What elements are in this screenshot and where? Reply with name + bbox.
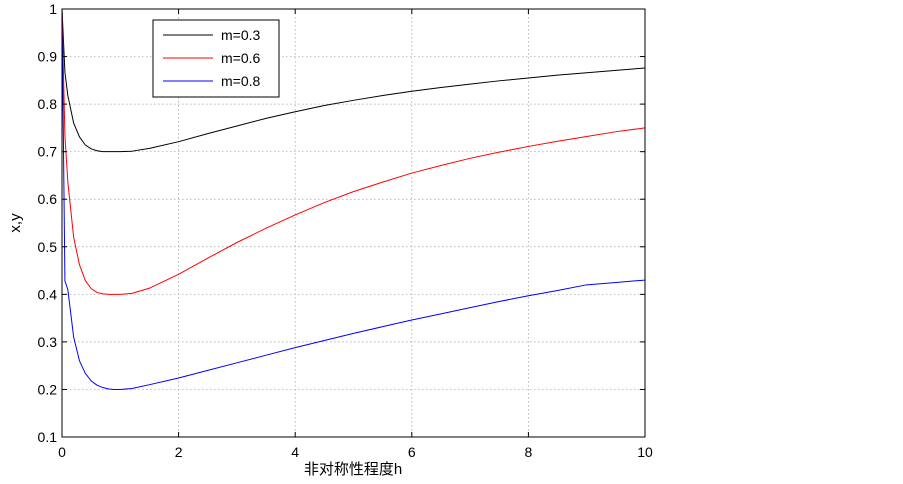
x-axis-label: 非对称性程度h — [304, 461, 402, 478]
y-tick-label: 0.8 — [38, 96, 58, 112]
y-tick-label: 0.1 — [38, 429, 58, 445]
grid-lines — [62, 9, 645, 437]
y-tick-label: 0.7 — [38, 144, 58, 160]
legend-label: m=0.8 — [221, 73, 261, 89]
x-tick-label: 6 — [408, 444, 416, 460]
x-tick-label: 10 — [637, 444, 653, 460]
plot-frame — [61, 8, 646, 438]
x-tick-label: 8 — [525, 444, 533, 460]
y-tick-label: 0.6 — [38, 191, 58, 207]
series-line-m-0-3 — [61, 8, 646, 153]
series-line-m-0-6 — [61, 8, 646, 295]
y-tick-label: 0.5 — [38, 239, 58, 255]
y-tick-label: 0.2 — [38, 381, 58, 397]
legend-label: m=0.6 — [221, 50, 261, 66]
x-tick-label: 2 — [175, 444, 183, 460]
y-tick-label: 0.3 — [38, 334, 58, 350]
axis-ticks: 0 2 4 6 8 10 0.1 0.2 0.3 0.4 0.5 0.6 0.7 0.8 0.9 1 — [38, 1, 653, 460]
y-tick-label: 0.9 — [38, 49, 58, 65]
plot-area — [62, 9, 645, 437]
series-line-m-0-8 — [61, 8, 646, 390]
data-series — [61, 8, 646, 390]
legend-label: m=0.3 — [221, 27, 261, 43]
y-axis-label: x,y — [7, 213, 24, 233]
x-tick-label: 0 — [58, 444, 66, 460]
legend: m=0.3 m=0.6 m=0.8 — [152, 19, 280, 98]
legend-items: m=0.3 m=0.6 m=0.8 — [163, 27, 261, 89]
y-tick-label: 1 — [49, 1, 57, 17]
x-tick-label: 4 — [291, 444, 299, 460]
y-tick-label: 0.4 — [38, 286, 58, 302]
